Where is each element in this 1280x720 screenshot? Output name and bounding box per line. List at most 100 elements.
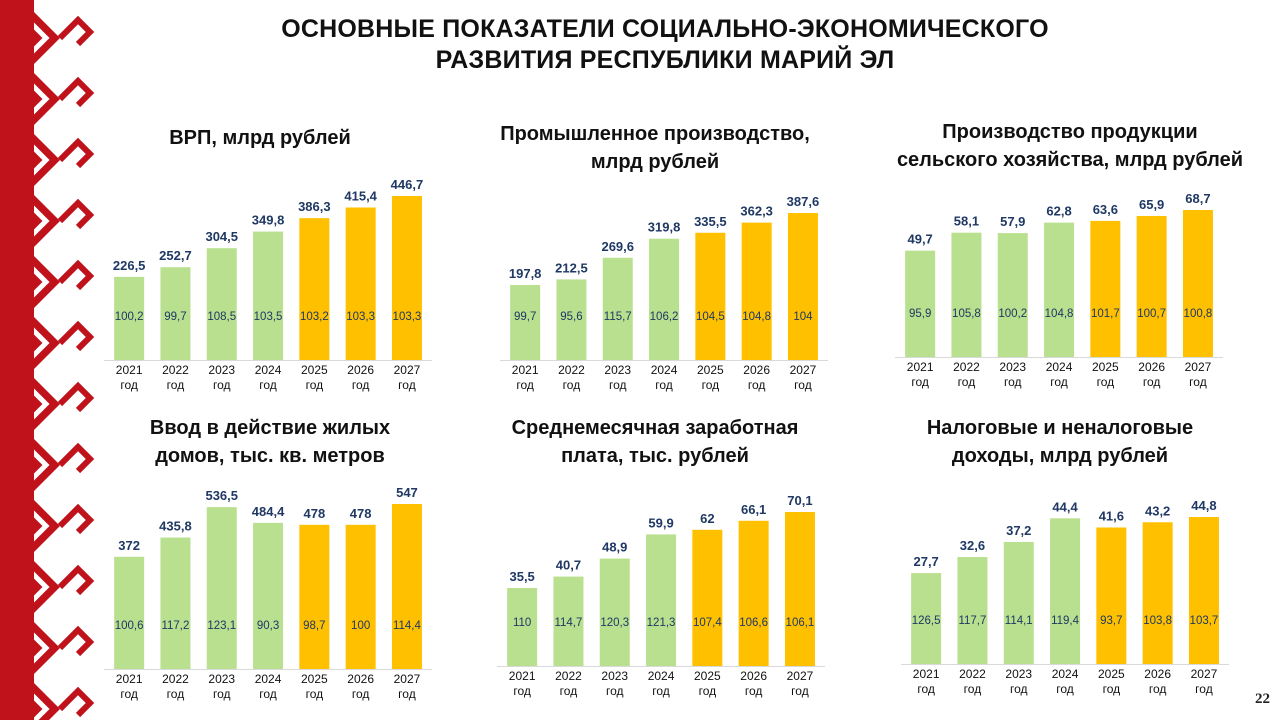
- bar-value-label: 57,9: [1000, 214, 1025, 229]
- x-tick-label: 2024: [651, 363, 678, 377]
- bar-inner-label: 123,1: [207, 620, 236, 632]
- x-tick-label: год: [1143, 375, 1161, 389]
- chart-6-title-line-2: доходы, млрд рублей: [951, 445, 1169, 467]
- bar-inner-label: 114,4: [393, 620, 422, 632]
- bar-value-label: 35,5: [509, 569, 534, 584]
- chart-1-title: ВРП, млрд рублей: [110, 124, 410, 152]
- x-tick-label: 2024: [1046, 360, 1073, 374]
- bar-inner-label: 107,4: [693, 617, 722, 629]
- bar: [391, 504, 422, 669]
- bar-inner-label: 99,7: [514, 311, 536, 323]
- x-tick-label: 2026: [1138, 360, 1165, 374]
- bar-inner-label: 100,8: [1184, 308, 1213, 320]
- bar-inner-label: 99,7: [164, 311, 186, 323]
- bar-value-label: 32,6: [960, 538, 985, 553]
- x-tick-label: 2021: [116, 363, 143, 377]
- x-tick-label: 2023: [208, 672, 235, 686]
- chart-3-title-line-2: сельского хозяйства, млрд рублей: [896, 149, 1244, 171]
- x-tick-label: 2021: [509, 669, 536, 683]
- x-tick-label: 2026: [1144, 667, 1171, 681]
- bar-inner-label: 110: [513, 617, 531, 629]
- bar-inner-label: 106,2: [650, 311, 679, 323]
- x-tick-label: год: [259, 687, 277, 701]
- x-tick-label: год: [702, 378, 720, 392]
- bar-value-label: 252,7: [159, 248, 192, 263]
- x-tick-label: год: [911, 375, 929, 389]
- x-tick-label: 2021: [913, 667, 940, 681]
- chart-tax-revenue: 27,7 126,5 2021 год 32,6 117,7 2022 год 37,2 114,…: [901, 480, 1230, 698]
- x-tick-label: 2021: [116, 672, 143, 686]
- x-tick-label: 2023: [1005, 667, 1032, 681]
- x-tick-label: 2023: [601, 669, 628, 683]
- x-tick-label: 2026: [743, 363, 770, 377]
- bar-value-label: 37,2: [1006, 523, 1031, 538]
- bar-value-label: 226,5: [113, 258, 146, 273]
- x-tick-label: 2022: [162, 672, 189, 686]
- chart-industry: 197,8 99,7 2021 год 212,5 95,6 2022 год 269,6 115…: [500, 180, 829, 394]
- bar: [299, 218, 330, 360]
- chart-4-title: Ввод в действие жилых домов, тыс. кв. ме…: [110, 414, 430, 470]
- x-tick-label: год: [699, 684, 717, 698]
- chart-housing: 372 100,6 2021 год 435,8 117,2 2022 год 536,5 123…: [104, 480, 433, 703]
- x-tick-label: год: [1195, 682, 1213, 696]
- chart-salary: 35,5 110 2021 год 40,7 114,7 2022 год 48,9 120,3 2…: [497, 480, 826, 700]
- bar: [787, 213, 818, 360]
- bar-inner-label: 100,7: [1137, 308, 1166, 320]
- x-tick-label: год: [352, 378, 370, 392]
- bar-inner-label: 117,2: [161, 620, 189, 632]
- bar: [957, 557, 988, 664]
- x-tick-label: год: [655, 378, 673, 392]
- x-tick-label: 2024: [255, 672, 282, 686]
- bar: [1136, 215, 1167, 357]
- bar: [345, 207, 376, 360]
- x-tick-label: год: [958, 375, 976, 389]
- bar: [1090, 220, 1121, 357]
- x-tick-label: год: [1050, 375, 1068, 389]
- bar-value-label: 304,5: [205, 229, 238, 244]
- bar-inner-label: 104,8: [742, 311, 771, 323]
- x-tick-label: 2025: [1098, 667, 1125, 681]
- bar-inner-label: 100,2: [115, 311, 144, 323]
- x-tick-label: год: [398, 378, 416, 392]
- x-tick-label: год: [1056, 682, 1074, 696]
- x-tick-label: 2024: [255, 363, 282, 377]
- bar: [997, 233, 1028, 357]
- bar-value-label: 197,8: [509, 266, 542, 281]
- bar-value-label: 349,8: [252, 213, 285, 228]
- bar: [649, 238, 680, 360]
- bar: [345, 524, 376, 669]
- chart-3-title-line-1: Производство продукции: [942, 121, 1198, 143]
- x-tick-label: год: [791, 684, 809, 698]
- x-tick-label: год: [1149, 682, 1167, 696]
- x-tick-label: 2025: [697, 363, 724, 377]
- bar: [1096, 527, 1127, 664]
- x-tick-label: год: [1004, 375, 1022, 389]
- chart-3-title: Производство продукции сельского хозяйст…: [860, 118, 1280, 174]
- x-tick-label: год: [398, 687, 416, 701]
- chart-5-title: Среднемесячная заработная плата, тыс. ру…: [480, 414, 830, 470]
- bar: [556, 279, 587, 360]
- ornament-red-band: [0, 0, 34, 720]
- bar: [114, 556, 145, 669]
- x-tick-label: год: [964, 682, 982, 696]
- bar: [1044, 222, 1075, 357]
- page-number: 22: [1255, 691, 1270, 707]
- bar-value-label: 269,6: [601, 239, 634, 254]
- x-tick-label: год: [1010, 682, 1028, 696]
- chart-2-title-line-1: Промышленное производство,: [500, 123, 810, 145]
- bar: [951, 232, 982, 357]
- x-tick-label: год: [745, 684, 763, 698]
- bar: [1003, 541, 1034, 664]
- bar-inner-label: 95,9: [909, 308, 931, 320]
- bar-inner-label: 121,3: [647, 617, 676, 629]
- bar-value-label: 48,9: [602, 540, 627, 555]
- bar-inner-label: 106,1: [786, 617, 815, 629]
- x-tick-label: год: [1189, 375, 1207, 389]
- bar-inner-label: 114,7: [554, 617, 582, 629]
- chart-housing-svg: 372100,62021год435,8117,22022год536,5123…: [104, 485, 433, 701]
- chart-grp-svg: 226,5100,22021год252,799,72022год304,510…: [104, 177, 433, 392]
- ornament-border: [0, 0, 100, 720]
- x-tick-label: 2022: [162, 363, 189, 377]
- bar-value-label: 40,7: [556, 558, 581, 573]
- bar: [784, 512, 815, 666]
